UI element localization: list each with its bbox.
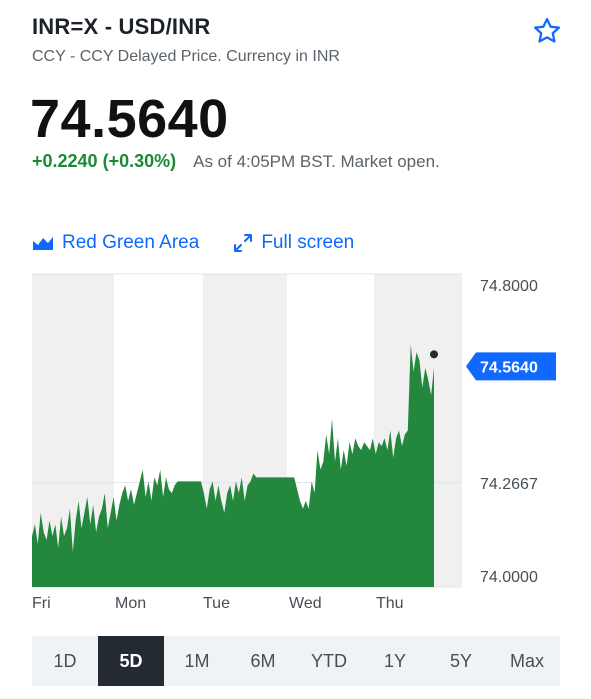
quote-subtitle: CCY - CCY Delayed Price. Currency in INR (32, 48, 340, 65)
chart-controls: Red Green Area Full screen (32, 232, 354, 254)
x-axis-label: Fri (32, 595, 51, 612)
range-button-1y[interactable]: 1Y (383, 650, 407, 671)
price-chart-svg: 74.8000 74.2667 74.0000 74.5640 Fri Mon … (32, 273, 556, 612)
market-status: As of 4:05PM BST. Market open. (193, 152, 440, 171)
symbol-title: INR=X - USD/INR (32, 14, 211, 39)
fullscreen-label: Full screen (261, 232, 355, 253)
quote-header: INR=X - USD/INR CCY - CCY Delayed Price.… (32, 14, 562, 66)
price-tag-shape (466, 352, 556, 381)
range-button-5d[interactable]: 5D (98, 636, 164, 686)
last-price-dot (430, 350, 438, 359)
chart-type-label: Red Green Area (62, 232, 200, 253)
time-range-selector: 1D 5D 1M 6M YTD 1Y 5Y Max (32, 636, 560, 686)
price-area (32, 344, 434, 587)
y-tick-label: 74.8000 (480, 278, 538, 295)
x-axis-label: Wed (289, 595, 322, 612)
price-change: +0.2240 (+0.30%) (32, 151, 177, 171)
range-button-max[interactable]: Max (509, 650, 544, 671)
expand-icon (234, 234, 253, 252)
x-axis-label: Mon (115, 595, 146, 612)
x-axis-labels: Fri Mon Tue Wed Thu (32, 595, 404, 612)
y-tick-label: 74.0000 (480, 569, 538, 586)
fullscreen-button[interactable]: Full screen (233, 232, 354, 254)
range-button-1d[interactable]: 1D (53, 650, 77, 671)
price-chart[interactable]: 74.8000 74.2667 74.0000 74.5640 Fri Mon … (0, 270, 591, 615)
current-price-tag: 74.5640 (466, 352, 556, 381)
star-icon[interactable] (532, 16, 562, 46)
chart-type-button[interactable]: Red Green Area (32, 232, 199, 254)
range-button-5y[interactable]: 5Y (449, 650, 473, 671)
y-tick-label: 74.2667 (480, 476, 538, 493)
range-button-6m[interactable]: 6M (250, 650, 276, 671)
range-button-1m[interactable]: 1M (184, 650, 210, 671)
current-price: 74.5640 (30, 89, 229, 149)
x-axis-label: Thu (376, 595, 404, 612)
y-axis-ticks: 74.8000 74.2667 74.0000 (480, 278, 538, 586)
x-axis-label: Tue (203, 595, 230, 612)
area-chart-icon (33, 237, 53, 250)
range-button-ytd[interactable]: YTD (311, 650, 347, 671)
price-change-row: +0.2240 (+0.30%) As of 4:05PM BST. Marke… (32, 151, 440, 172)
price-tag-label: 74.5640 (480, 359, 538, 376)
